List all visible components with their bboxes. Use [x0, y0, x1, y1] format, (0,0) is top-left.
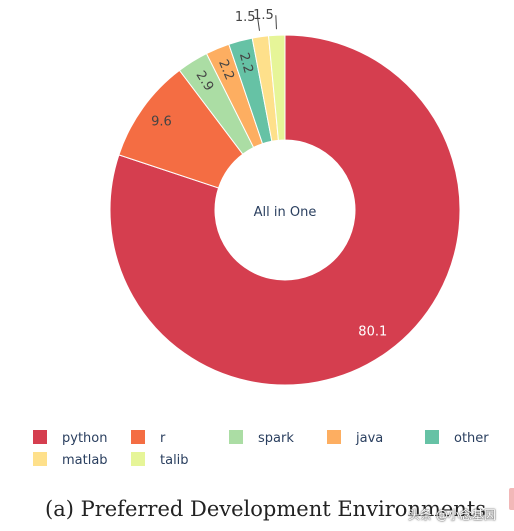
legend-item-java[interactable]: java	[327, 430, 383, 446]
legend-label-other: other	[454, 431, 489, 446]
donut-chart: 80.19.62.92.2 2.21.51.5 All in One python…	[33, 8, 489, 468]
legend-swatch-talib	[131, 452, 145, 466]
value-label-r: 9.6	[151, 114, 172, 129]
slice-talib[interactable]	[267, 34, 286, 141]
legend-item-other[interactable]: other	[425, 430, 489, 446]
value-label-java: 2.2	[215, 58, 237, 83]
legend-swatch-other	[425, 430, 439, 444]
legend-label-python: python	[62, 431, 107, 446]
legend-swatch-spark	[229, 430, 243, 444]
legend: python r spark java other matlab talib	[33, 430, 489, 468]
figure-caption: (a) Preferred Development Environments	[45, 497, 487, 521]
legend-label-talib: talib	[160, 453, 189, 468]
center-label: All in One	[254, 205, 317, 220]
watermark: 头条 @小念基因	[408, 508, 496, 522]
legend-swatch-matlab	[33, 452, 47, 466]
slice-python[interactable]	[109, 34, 461, 386]
value-label-talib: 1.5	[253, 8, 274, 23]
value-labels: 80.19.62.92.2 2.21.51.5	[151, 8, 387, 339]
legend-swatch-r	[131, 430, 145, 444]
legend-label-spark: spark	[258, 431, 294, 446]
value-label-python: 80.1	[358, 325, 387, 340]
legend-swatch-python	[33, 430, 47, 444]
leader-line-matlab	[257, 16, 260, 31]
value-label-other: 2.2	[236, 51, 256, 75]
donut-slices	[109, 34, 461, 386]
legend-item-matlab[interactable]: matlab	[33, 452, 108, 468]
legend-label-r: r	[160, 431, 166, 446]
legend-item-python[interactable]: python	[33, 430, 107, 446]
edge-mark	[509, 488, 514, 510]
value-label-matlab: 1.5	[235, 10, 256, 25]
legend-label-java: java	[355, 431, 383, 446]
legend-item-talib[interactable]: talib	[131, 452, 189, 468]
legend-swatch-java	[327, 430, 341, 444]
legend-item-r[interactable]: r	[131, 430, 166, 446]
legend-item-spark[interactable]: spark	[229, 430, 294, 446]
leader-line-talib	[275, 15, 277, 30]
legend-label-matlab: matlab	[62, 453, 108, 468]
